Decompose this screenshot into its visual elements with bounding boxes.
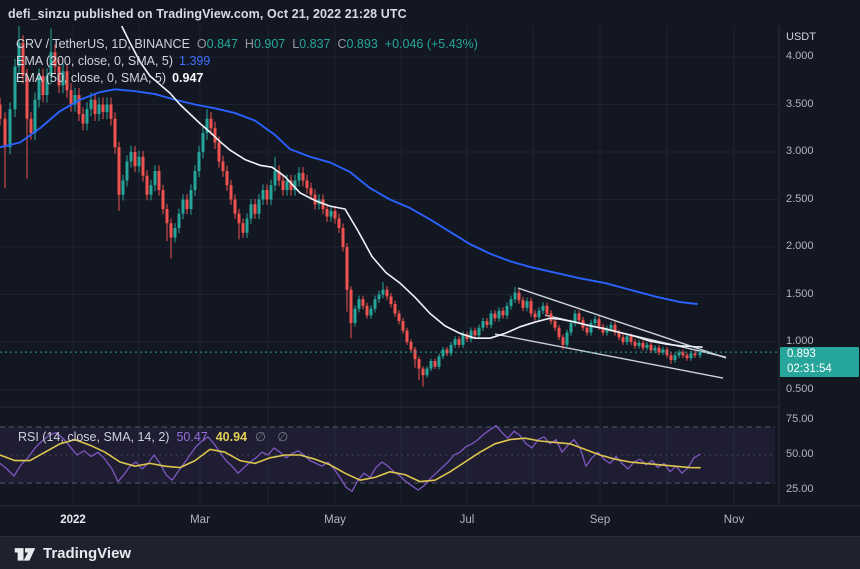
ema200-value: 1.399 (179, 54, 211, 68)
tradingview-logo-icon (14, 547, 36, 561)
price-tick-label: 2.000 (786, 240, 814, 252)
rsi-value: 50.47 (176, 430, 208, 444)
price-axis[interactable]: USDT 4.000 3.500 3.000 2.500 2.000 1.500 1.000… (780, 0, 860, 506)
time-tick-label: Sep (589, 514, 611, 526)
rsi-legend-row[interactable]: RSI (14, close, SMA, 14, 2) 50.47 40.94 ∅ ∅ (18, 429, 292, 444)
open-label: O (196, 37, 207, 51)
brand-name: TradingView (43, 545, 132, 562)
rsi-empty-icons: ∅ ∅ (255, 430, 293, 444)
time-tick-label: Jul (459, 514, 475, 526)
price-tick-label: 0.500 (786, 382, 814, 395)
rsi-tick-label: 50.00 (786, 448, 814, 460)
price-tick-label: 4.000 (786, 50, 814, 62)
price-tick-label: 2.500 (786, 192, 814, 205)
high-label: H (244, 37, 254, 51)
low-value: 0.837 (299, 37, 331, 51)
tradingview-logo-link[interactable]: TradingView (14, 544, 131, 564)
rsi-tick-label: 75.00 (786, 413, 814, 425)
price-tick-label: 1.500 (786, 287, 814, 300)
time-tick-label: Nov (723, 514, 745, 526)
ema200-legend-row[interactable]: EMA (200, close, 0, SMA, 5) 1.399 (16, 53, 478, 70)
price-tick-label: 1.000 (786, 335, 814, 347)
symbol-title: CRV / TetherUS, 1D, BINANCE (16, 37, 190, 51)
trendline[interactable] (494, 333, 724, 379)
ema50-label: EMA (50, close, 0, SMA, 5) (16, 71, 167, 85)
time-axis[interactable]: 2022 Mar May Jul Sep Nov (0, 507, 860, 536)
legend-panel: CRV / TetherUS, 1D, BINANCE O0.847 H0.907 L… (16, 36, 478, 87)
bar-countdown: 02:31:54 (787, 363, 832, 375)
attribution-text: defi_sinzu published on TradingView.com,… (8, 7, 407, 21)
time-tick-label: 2022 (60, 514, 86, 526)
rsi-label: RSI (14, close, SMA, 14, 2) (18, 430, 170, 444)
time-tick-label: Mar (190, 514, 210, 526)
close-label: C (337, 37, 347, 51)
rsi-tick-label: 25.00 (786, 483, 814, 495)
ema50-legend-row[interactable]: EMA (50, close, 0, SMA, 5) 0.947 (16, 70, 478, 87)
symbol-legend-row[interactable]: CRV / TetherUS, 1D, BINANCE O0.847 H0.907 L… (16, 36, 478, 53)
low-label: L (292, 37, 300, 51)
time-tick-label: May (324, 514, 346, 526)
change-value: +0.046 (+5.43%) (384, 37, 478, 51)
close-value: 0.893 (346, 37, 378, 51)
price-tick-label: 3.500 (786, 97, 814, 110)
price-axis-unit: USDT (786, 31, 816, 43)
price-tick-label: 3.000 (786, 145, 814, 157)
high-value: 0.907 (253, 37, 286, 51)
bottom-brand-bar: TradingView (0, 536, 860, 569)
last-price-badge: 0.893 02:31:54 (780, 347, 859, 377)
ema200-label: EMA (200, close, 0, SMA, 5) (16, 54, 174, 68)
ema50-value: 0.947 (172, 71, 204, 85)
open-value: 0.847 (206, 37, 238, 51)
rsi-sma-value: 40.94 (215, 430, 248, 444)
last-price-value: 0.893 (787, 348, 816, 360)
